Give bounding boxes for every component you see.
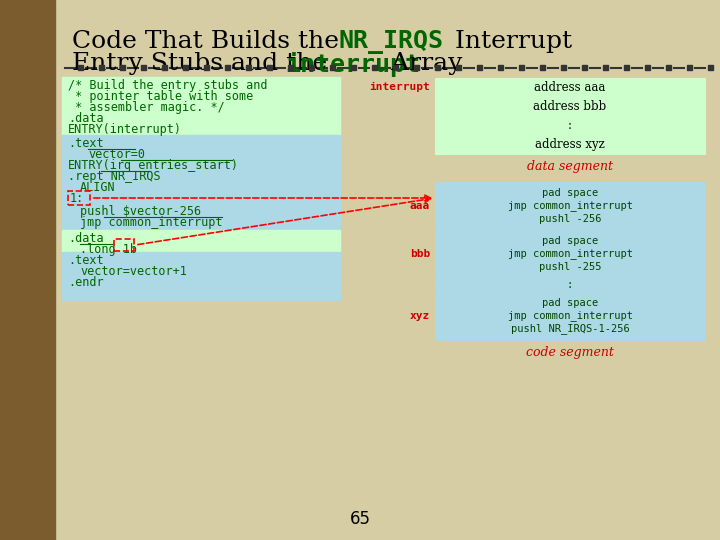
Text: ENTRY(interrupt): ENTRY(interrupt) [68, 123, 182, 136]
Text: pushl $vector-256: pushl $vector-256 [80, 205, 201, 218]
Bar [62, 230, 340, 252]
Bar [435, 278, 705, 292]
Text: Interrupt: Interrupt [447, 30, 572, 53]
Text: 65: 65 [349, 510, 371, 528]
Text: jmp common_interrupt: jmp common_interrupt [508, 248, 632, 259]
Bar [435, 135, 705, 154]
Text: .rept NR_IRQS: .rept NR_IRQS [68, 170, 161, 183]
Text: NR_IRQS: NR_IRQS [338, 30, 443, 54]
Text: .data: .data [68, 112, 104, 125]
Bar [708, 65, 713, 70]
Text: .text: .text [68, 254, 104, 267]
Text: address bbb: address bbb [534, 100, 607, 113]
Text: address aaa: address aaa [534, 81, 606, 94]
Text: vector=vector+1: vector=vector+1 [80, 265, 187, 278]
Text: jmp common_interrupt: jmp common_interrupt [80, 216, 222, 229]
Text: Array: Array [383, 52, 462, 75]
Text: code segment: code segment [526, 346, 614, 359]
Bar [435, 116, 705, 135]
Text: pushl -256: pushl -256 [539, 214, 601, 224]
Text: .long 1b: .long 1b [80, 243, 137, 256]
Text: pad space: pad space [542, 188, 598, 198]
Text: pushl -255: pushl -255 [539, 262, 601, 272]
Text: :: : [567, 280, 573, 290]
Bar [78, 65, 83, 70]
Text: jmp common_interrupt: jmp common_interrupt [508, 310, 632, 321]
Bar [246, 65, 251, 70]
Text: 1:: 1: [70, 192, 84, 205]
Text: :: : [568, 119, 572, 132]
Bar [120, 65, 125, 70]
Bar [309, 65, 314, 70]
Bar [435, 65, 440, 70]
Text: .text: .text [68, 137, 104, 150]
Bar [62, 77, 340, 135]
Bar [435, 230, 705, 278]
Text: data segment: data segment [527, 160, 613, 173]
Bar [62, 135, 340, 230]
Bar [624, 65, 629, 70]
Bar [561, 65, 566, 70]
Text: address xyz: address xyz [535, 138, 605, 151]
Bar [162, 65, 167, 70]
Text: ENTRY(irq_entries_start): ENTRY(irq_entries_start) [68, 159, 239, 172]
Bar [0, 0, 55, 540]
Bar [666, 65, 671, 70]
Bar [114, 239, 134, 251]
Text: xyz: xyz [410, 311, 430, 321]
Bar [372, 65, 377, 70]
Text: Entry Stubs and the: Entry Stubs and the [72, 52, 335, 75]
Bar [225, 65, 230, 70]
Text: * assembler magic. */: * assembler magic. */ [68, 101, 225, 114]
Bar [498, 65, 503, 70]
Bar [351, 65, 356, 70]
Bar [687, 65, 692, 70]
Bar [435, 97, 705, 116]
Bar [68, 191, 90, 205]
Text: bbb: bbb [410, 249, 430, 259]
Text: vector=0: vector=0 [88, 148, 145, 161]
Text: jmp common_interrupt: jmp common_interrupt [508, 200, 632, 212]
Bar [330, 65, 335, 70]
Bar [645, 65, 650, 70]
Text: interrupt: interrupt [369, 82, 430, 92]
Text: * pointer table with some: * pointer table with some [68, 90, 253, 103]
Text: aaa: aaa [410, 201, 430, 211]
Bar [435, 182, 705, 230]
Bar [435, 292, 705, 340]
Text: Code That Builds the: Code That Builds the [72, 30, 347, 53]
Text: /* Build the entry stubs and: /* Build the entry stubs and [68, 79, 268, 92]
Bar [204, 65, 209, 70]
Bar [540, 65, 545, 70]
Bar [603, 65, 608, 70]
Bar [288, 65, 293, 70]
Text: interrupt: interrupt [285, 52, 420, 77]
Bar [62, 252, 340, 300]
Bar [435, 78, 705, 97]
Text: ALIGN: ALIGN [80, 181, 116, 194]
Text: .endr: .endr [68, 276, 104, 289]
Bar [582, 65, 587, 70]
Bar [393, 65, 398, 70]
Text: .data: .data [68, 232, 104, 245]
Bar [99, 65, 104, 70]
Text: pad space: pad space [542, 298, 598, 308]
Text: pad space: pad space [542, 236, 598, 246]
Bar [183, 65, 188, 70]
Bar [141, 65, 146, 70]
Bar [267, 65, 272, 70]
Bar [414, 65, 419, 70]
Bar [519, 65, 524, 70]
Bar [477, 65, 482, 70]
Text: pushl NR_IRQS-1-256: pushl NR_IRQS-1-256 [510, 323, 629, 334]
Bar [456, 65, 461, 70]
